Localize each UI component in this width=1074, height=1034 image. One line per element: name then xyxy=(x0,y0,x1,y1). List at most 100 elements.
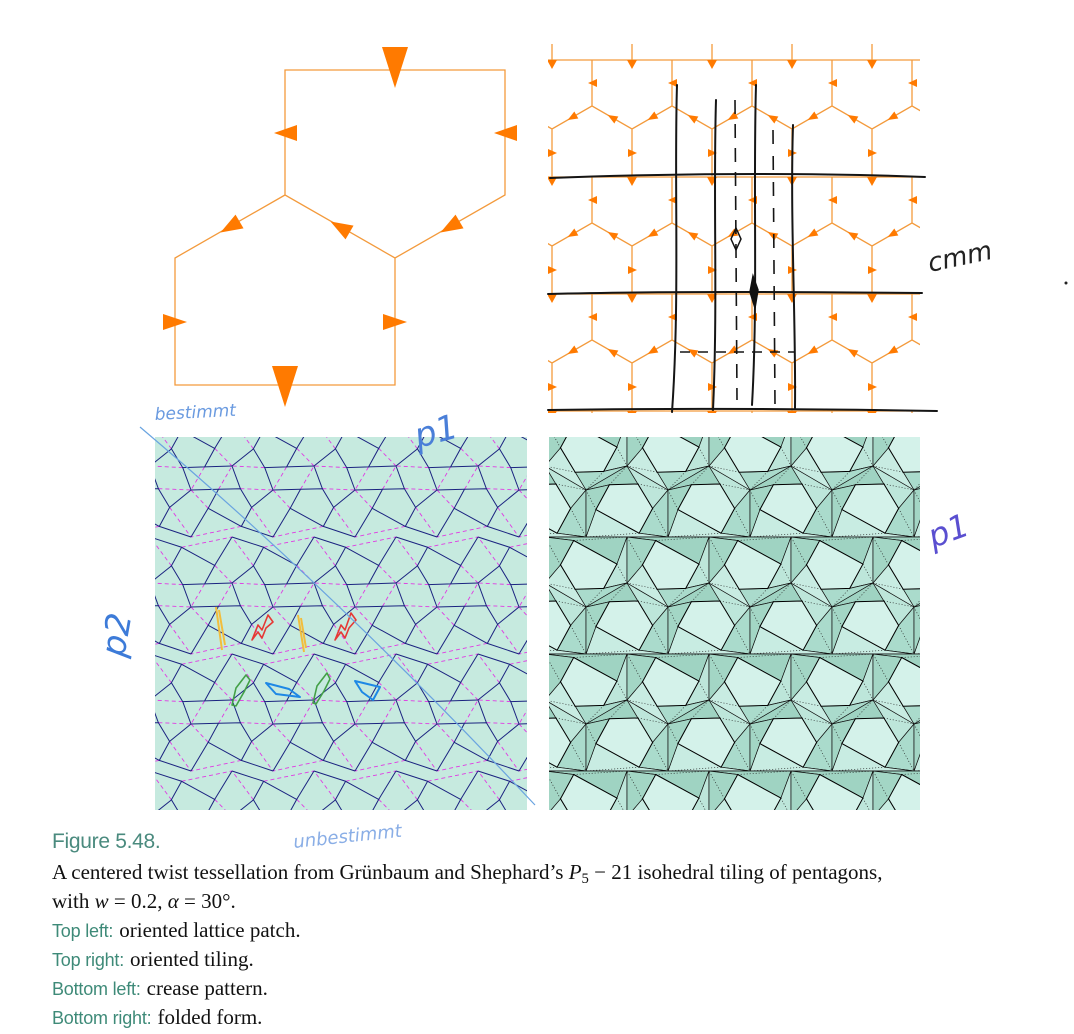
twist-facet xyxy=(759,483,818,534)
mountain-crease xyxy=(416,373,437,390)
pleat-facet xyxy=(955,349,996,391)
mountain-crease xyxy=(477,653,510,665)
valley-crease xyxy=(182,303,232,313)
twist-facet xyxy=(677,717,736,768)
hidden-edge xyxy=(585,471,604,491)
mountain-crease xyxy=(159,759,192,772)
mountain-crease xyxy=(251,606,274,625)
twist-facet xyxy=(641,656,700,707)
mountain-crease xyxy=(41,466,68,467)
mountain-crease xyxy=(231,770,264,782)
mountain-crease xyxy=(314,332,335,349)
hidden-edge xyxy=(698,446,710,467)
valley-crease xyxy=(232,349,265,351)
valley-crease xyxy=(0,466,19,468)
hidden-edge xyxy=(1063,976,1074,1005)
hidden-edge xyxy=(445,817,463,836)
hidden-edge xyxy=(545,817,575,823)
handwritten-note-p1-right: p1 xyxy=(922,506,974,556)
hand-drawn-diagonal-line xyxy=(139,426,536,806)
twist-polygon xyxy=(44,723,87,761)
mountain-crease xyxy=(323,525,356,538)
mountain-crease xyxy=(214,437,223,449)
valley-crease xyxy=(232,817,265,819)
hidden-edge xyxy=(463,817,493,823)
valley-crease xyxy=(0,537,7,566)
mountain-crease xyxy=(27,625,44,654)
hidden-edge xyxy=(955,583,985,589)
mountain-crease xyxy=(395,770,428,782)
hidden-edge xyxy=(832,822,850,841)
mountain-crease xyxy=(190,605,219,608)
valley-crease xyxy=(100,537,150,547)
twist-polygon xyxy=(454,372,497,410)
panel-label: Top right: xyxy=(52,950,125,970)
valley-crease xyxy=(240,372,273,373)
valley-crease xyxy=(27,701,41,724)
valley-crease xyxy=(158,605,192,608)
pleat-facet xyxy=(913,486,920,491)
pleat-facet xyxy=(463,303,492,349)
mountain-crease xyxy=(461,303,478,331)
mountain-crease xyxy=(395,682,418,701)
valley-crease xyxy=(322,722,356,725)
valley-crease xyxy=(190,583,205,608)
hidden-edge xyxy=(873,817,903,823)
mountain-crease xyxy=(155,448,172,463)
valley-crease xyxy=(477,536,500,567)
valley-crease xyxy=(133,331,150,349)
mountain-crease xyxy=(477,770,510,782)
pleat-facet xyxy=(996,627,1074,654)
hidden-edge xyxy=(535,330,545,349)
valley-crease xyxy=(27,350,41,373)
caption-text: A centered twist tessellation from Grünb… xyxy=(52,860,569,884)
twist-facet xyxy=(549,483,572,534)
twist-facet xyxy=(479,307,535,356)
mountain-crease xyxy=(478,817,486,840)
hidden-edge xyxy=(626,770,643,799)
hidden-edge xyxy=(984,771,1037,775)
hidden-edge xyxy=(872,536,889,565)
mountain-crease xyxy=(405,759,438,772)
pleat-facet xyxy=(932,654,955,705)
valley-crease xyxy=(18,537,68,547)
twist-facet xyxy=(971,307,1027,356)
valley-crease xyxy=(51,799,68,817)
valley-crease xyxy=(133,799,150,817)
arrow-right-icon xyxy=(383,314,407,330)
hidden-edge xyxy=(945,447,955,466)
hidden-edge xyxy=(913,770,920,772)
twist-facet xyxy=(723,656,782,707)
valley-crease xyxy=(478,817,511,819)
mountain-crease xyxy=(460,536,479,566)
valley-crease xyxy=(27,643,77,654)
hidden-edge xyxy=(1048,367,1074,373)
hidden-edge xyxy=(816,742,833,772)
mountain-crease xyxy=(231,448,254,467)
valley-crease xyxy=(68,349,101,351)
mountain-crease xyxy=(205,817,232,818)
pleat-facet xyxy=(708,437,731,467)
twist-polygon xyxy=(207,488,253,528)
valley-crease xyxy=(355,409,405,420)
hidden-edge xyxy=(937,700,955,719)
valley-crease xyxy=(314,303,335,332)
mountain-crease xyxy=(378,536,397,566)
valley-crease xyxy=(100,771,150,781)
hidden-edge xyxy=(555,600,587,608)
hidden-edge xyxy=(831,606,843,627)
valley-crease xyxy=(109,724,126,742)
mountain-crease xyxy=(133,420,150,448)
mountain-crease xyxy=(19,819,27,841)
mountain-crease xyxy=(159,642,192,655)
mountain-crease xyxy=(518,522,527,538)
hidden-edge xyxy=(637,483,669,491)
mountain-crease xyxy=(169,723,192,742)
mountain-crease xyxy=(155,595,159,606)
caption-text: = 0.2, xyxy=(108,889,168,913)
hidden-edge xyxy=(945,798,955,817)
pleat-facet xyxy=(996,510,1074,537)
hidden-edge xyxy=(652,742,669,772)
twist-facet xyxy=(595,483,654,534)
hidden-edge xyxy=(616,797,624,810)
